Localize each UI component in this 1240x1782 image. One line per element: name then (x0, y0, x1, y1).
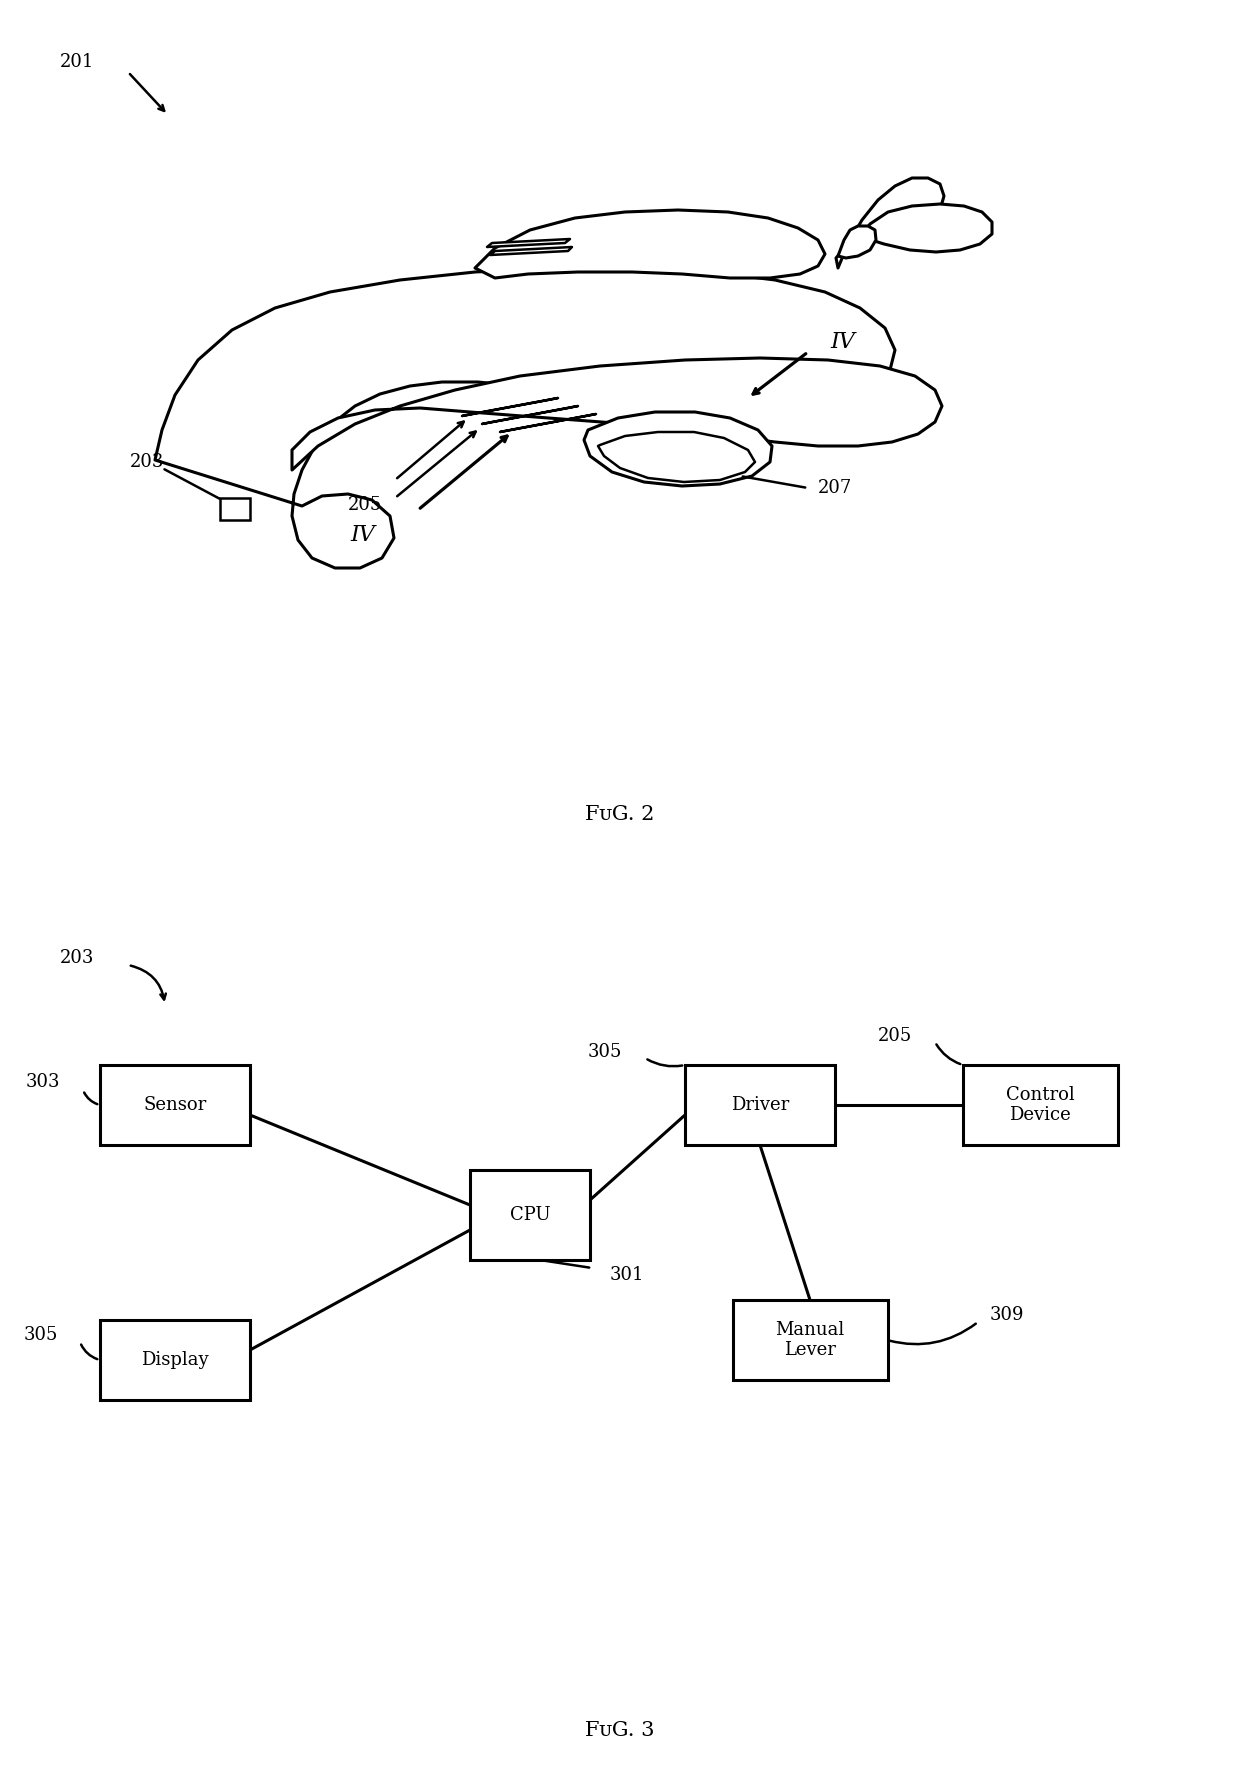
Text: FᴜG. 2: FᴜG. 2 (585, 805, 655, 825)
Polygon shape (500, 413, 596, 431)
Text: 205: 205 (878, 1026, 911, 1044)
Bar (100, 1320, 250, 1401)
Text: 203: 203 (60, 950, 94, 968)
Text: Driver: Driver (730, 1096, 789, 1114)
Bar (219, 497, 250, 520)
Text: IV: IV (350, 524, 374, 545)
Text: 305: 305 (24, 1326, 58, 1344)
Polygon shape (836, 178, 944, 267)
Text: Sensor: Sensor (144, 1096, 207, 1114)
Bar (733, 1301, 888, 1379)
Text: Manual
Lever: Manual Lever (775, 1320, 844, 1360)
Text: 305: 305 (588, 1042, 622, 1060)
Polygon shape (463, 397, 558, 415)
Polygon shape (490, 248, 572, 255)
Polygon shape (475, 210, 825, 278)
Text: FᴜG. 3: FᴜG. 3 (585, 1720, 655, 1739)
Bar (684, 1066, 835, 1146)
Polygon shape (487, 239, 570, 248)
Text: Display: Display (141, 1351, 208, 1369)
Text: 203: 203 (130, 453, 165, 470)
Text: CPU: CPU (510, 1206, 551, 1224)
Polygon shape (482, 406, 578, 424)
Polygon shape (584, 412, 773, 486)
Text: 201: 201 (60, 53, 94, 71)
Text: 301: 301 (610, 1265, 645, 1285)
Polygon shape (598, 431, 755, 481)
Bar (470, 1171, 590, 1260)
Polygon shape (838, 226, 875, 258)
Text: 205: 205 (348, 495, 382, 513)
Polygon shape (858, 203, 992, 251)
Bar (962, 1066, 1117, 1146)
Polygon shape (291, 358, 942, 470)
Bar (100, 1066, 250, 1146)
Text: 309: 309 (990, 1306, 1024, 1324)
Text: IV: IV (830, 331, 854, 353)
Text: Control
Device: Control Device (1006, 1085, 1074, 1124)
Polygon shape (155, 267, 895, 568)
Text: 207: 207 (818, 479, 852, 497)
Text: 303: 303 (26, 1073, 60, 1091)
